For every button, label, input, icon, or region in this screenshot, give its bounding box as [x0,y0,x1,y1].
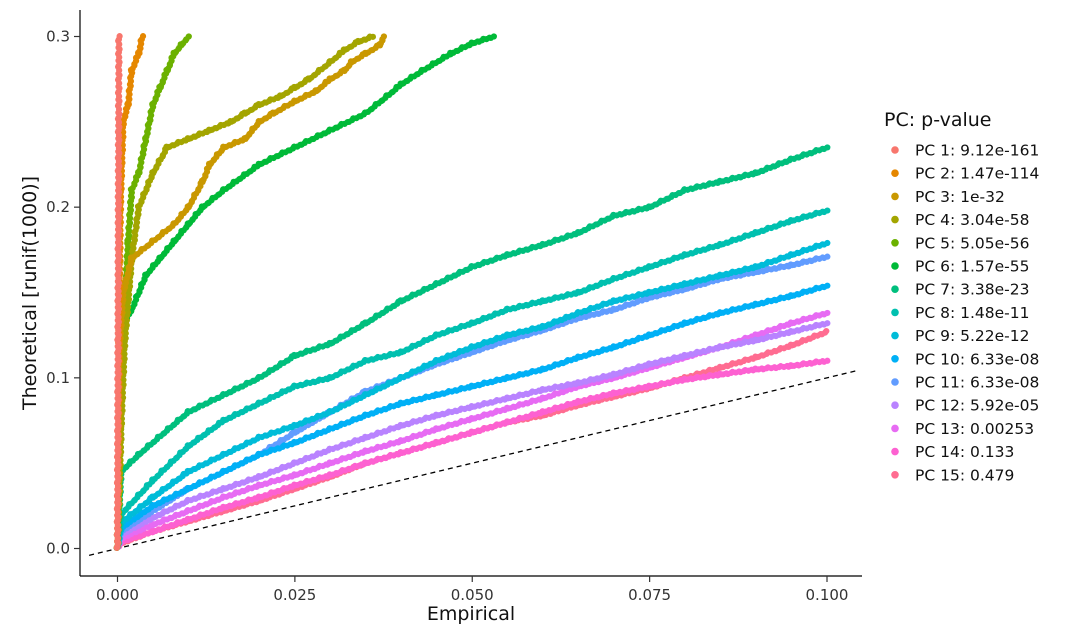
data-point [369,33,377,40]
legend-item: PC 13: 0.00253 [891,420,1034,438]
data-point [824,357,831,364]
legend-item: PC 11: 6.33e-08 [891,374,1039,392]
legend-label: PC 11: 6.33e-08 [915,374,1039,392]
legend-label: PC 9: 5.22e-12 [915,327,1029,345]
x-tick-label: 0.050 [451,586,494,604]
data-point [824,207,831,214]
legend-item: PC 9: 5.22e-12 [891,327,1029,345]
x-axis-title: Empirical [427,603,515,625]
legend-label: PC 14: 0.133 [915,443,1014,461]
legend-title: PC: p-value [884,109,991,131]
series-pc-15 [113,327,830,551]
legend-key-marker [891,146,899,154]
data-point [824,253,831,260]
legend-label: PC 7: 3.38e-23 [915,281,1029,299]
x-tick-label: 0.000 [96,586,139,604]
legend-item: PC 14: 0.133 [891,443,1014,461]
legend-key-marker [891,215,899,224]
legend-label: PC 10: 6.33e-08 [915,350,1039,368]
legend-key-marker [891,308,899,317]
legend-key-marker [891,285,899,294]
data-point [490,33,497,40]
y-tick-label: 0.0 [46,540,70,558]
x-tick-label: 0.100 [806,586,849,604]
legend-item: PC 15: 0.479 [891,466,1014,484]
data-point [139,33,147,40]
legend-item: PC 5: 5.05e-56 [891,234,1029,252]
legend-label: PC 15: 0.479 [915,466,1014,484]
legend-item: PC 6: 1.57e-55 [891,258,1029,276]
legend-item: PC 8: 1.48e-11 [891,304,1029,322]
legend-key-marker [891,169,899,177]
legend-key-marker [891,378,899,386]
legend-label: PC 8: 1.48e-11 [915,304,1029,322]
y-axis-ticks: 0.0 0.1 0.2 0.3 [46,28,80,558]
data-point [824,309,831,317]
legend-label: PC 6: 1.57e-55 [915,258,1029,276]
series-pc-14 [113,357,831,551]
x-axis-ticks: 0.000 0.025 0.050 0.075 0.100 [96,576,848,604]
series-layer [113,33,831,551]
y-tick-label: 0.2 [46,198,70,216]
x-tick-label: 0.075 [628,586,671,604]
legend-key-marker [891,239,899,247]
x-tick-label: 0.025 [273,586,316,604]
legend-key-marker [891,401,899,410]
legend-key-marker [891,471,899,479]
legend-key-marker [891,192,899,201]
series-pc-10 [113,282,831,551]
data-point [824,144,831,151]
data-point [116,33,123,40]
y-tick-label: 0.3 [46,28,70,46]
series-pc-12 [113,320,831,551]
legend-item: PC 3: 1e-32 [891,188,1005,206]
legend-label: PC 2: 1.47e-114 [915,165,1039,183]
legend-key-marker [891,262,899,270]
legend: PC: p-value PC 1: 9.12e-161 PC 2: 1.47e-1… [884,109,1039,484]
legend-label: PC 4: 3.04e-58 [915,211,1029,229]
series-pc-8 [113,207,831,551]
legend-label: PC 5: 5.05e-56 [915,234,1029,252]
legend-label: PC 12: 5.92e-05 [915,397,1039,415]
data-point [185,33,192,40]
legend-label: PC 13: 0.00253 [915,420,1034,438]
legend-key-marker [891,331,899,340]
legend-item: PC 2: 1.47e-114 [891,165,1039,183]
data-point [823,327,830,335]
y-tick-label: 0.1 [46,369,70,387]
legend-key-marker [891,355,899,363]
data-point [824,320,831,327]
legend-item: PC 4: 3.04e-58 [891,211,1029,229]
legend-key-marker [891,424,899,433]
legend-item: PC 7: 3.38e-23 [891,281,1029,299]
data-point [824,239,831,247]
data-point [824,282,831,289]
legend-item: PC 1: 9.12e-161 [891,142,1039,160]
legend-label: PC 1: 9.12e-161 [915,142,1039,160]
legend-item: PC 12: 5.92e-05 [891,397,1039,415]
data-point [380,33,388,40]
legend-item: PC 10: 6.33e-08 [891,350,1039,368]
legend-key-marker [891,447,899,456]
legend-label: PC 3: 1e-32 [915,188,1005,206]
y-axis-title: Theoretical [runif(1000)] [19,176,41,411]
